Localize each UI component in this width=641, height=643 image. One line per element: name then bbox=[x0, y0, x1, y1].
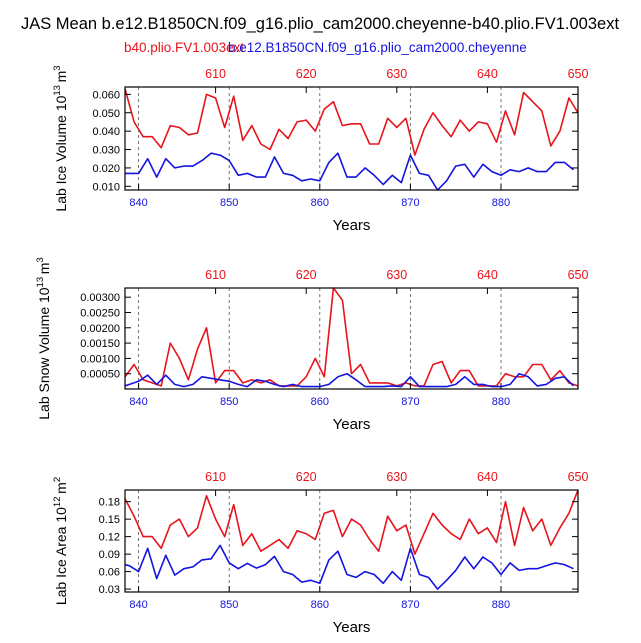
y-axis-label: Lab Ice Area 1012 m2 bbox=[52, 477, 69, 605]
chart-panel-2: 0.00050 0.00100 0.00150 0.00200 0.00250 0.003… bbox=[35, 257, 588, 433]
y-tick-label: 0.060 bbox=[92, 89, 120, 101]
y-tick-label: 0.06 bbox=[99, 567, 120, 579]
series-line-blue bbox=[124, 372, 575, 388]
legend-blue-label: b.e12.B1850CN.f09_g16.plio_cam2000.cheye… bbox=[228, 40, 527, 55]
x-tick-label-bottom: 850 bbox=[220, 197, 238, 209]
y-tick-label: 0.15 bbox=[99, 514, 120, 526]
series-line-blue bbox=[124, 544, 574, 590]
x-tick-label-top: 610 bbox=[205, 67, 226, 81]
y-axis-label: Lab Ice Volume 1013 m3 bbox=[52, 65, 69, 211]
x-tick-label-bottom: 840 bbox=[129, 396, 147, 408]
x-tick-label-bottom: 880 bbox=[492, 396, 510, 408]
x-tick-label-top: 630 bbox=[386, 268, 407, 282]
y-tick-label: 0.050 bbox=[92, 108, 120, 120]
x-tick-label-top: 650 bbox=[568, 67, 589, 81]
y-tick-label: 0.00250 bbox=[80, 307, 120, 319]
x-tick-label-top: 620 bbox=[296, 268, 317, 282]
y-tick-label: 0.00300 bbox=[80, 292, 120, 304]
x-tick-label-top: 640 bbox=[477, 470, 498, 484]
x-tick-label-bottom: 860 bbox=[311, 197, 329, 209]
x-tick-label-bottom: 880 bbox=[492, 197, 510, 209]
x-tick-label-bottom: 840 bbox=[129, 197, 147, 209]
y-tick-label: 0.12 bbox=[99, 532, 120, 544]
x-tick-label-bottom: 870 bbox=[401, 197, 419, 209]
x-tick-label-top: 630 bbox=[386, 67, 407, 81]
chart-panels: 0.010 0.020 0.030 0.040 0.050 0.060 840 850 860 8… bbox=[35, 65, 588, 636]
x-tick-label-bottom: 870 bbox=[401, 396, 419, 408]
x-tick-label-bottom: 860 bbox=[311, 599, 329, 611]
x-tick-label-bottom: 880 bbox=[492, 599, 510, 611]
x-tick-label-top: 650 bbox=[568, 268, 589, 282]
plot-frame bbox=[124, 489, 579, 593]
x-tick-label-bottom: 860 bbox=[311, 396, 329, 408]
x-tick-label-top: 610 bbox=[205, 470, 226, 484]
y-tick-label: 0.00200 bbox=[80, 323, 120, 335]
chart-panel-1: 0.010 0.020 0.030 0.040 0.050 0.060 840 850 860 8… bbox=[52, 65, 588, 234]
legend-red-label: b40.plio.FV1.003ext bbox=[124, 40, 244, 55]
y-tick-label: 0.030 bbox=[92, 145, 120, 157]
x-tick-label-bottom: 850 bbox=[220, 599, 238, 611]
y-tick-label: 0.03 bbox=[99, 584, 120, 596]
y-tick-label: 0.040 bbox=[92, 126, 120, 138]
x-tick-label-top: 640 bbox=[477, 268, 498, 282]
y-tick-label: 0.09 bbox=[99, 549, 120, 561]
series-line-red bbox=[124, 489, 579, 555]
figure-title: JAS Mean b.e12.B1850CN.f09_g16.plio_cam2… bbox=[21, 15, 619, 33]
plot-frame bbox=[124, 287, 579, 390]
x-axis-label: Years bbox=[333, 619, 371, 636]
x-tick-label-bottom: 840 bbox=[129, 599, 147, 611]
x-axis-label: Years bbox=[333, 416, 371, 433]
series-line-red bbox=[124, 88, 579, 156]
y-tick-label: 0.00150 bbox=[80, 338, 120, 350]
series-line-red bbox=[124, 287, 579, 387]
x-tick-label-bottom: 850 bbox=[220, 396, 238, 408]
x-tick-label-top: 610 bbox=[205, 268, 226, 282]
y-tick-label: 0.00050 bbox=[80, 369, 120, 381]
y-tick-label: 0.00100 bbox=[80, 353, 120, 365]
x-tick-label-top: 650 bbox=[568, 470, 589, 484]
x-tick-label-top: 620 bbox=[296, 67, 317, 81]
y-axis-label: Lab Snow Volume 1013 m3 bbox=[35, 257, 52, 420]
y-tick-label: 0.18 bbox=[99, 497, 120, 509]
y-tick-label: 0.010 bbox=[92, 181, 120, 193]
x-tick-label-top: 620 bbox=[296, 470, 317, 484]
plot-frame bbox=[124, 86, 579, 191]
x-tick-label-top: 630 bbox=[386, 470, 407, 484]
x-tick-label-bottom: 870 bbox=[401, 599, 419, 611]
x-axis-label: Years bbox=[333, 217, 371, 234]
chart-panel-3: 0.03 0.06 0.09 0.12 0.15 0.18 840 850 860 870 880 6… bbox=[52, 470, 588, 636]
series-line-blue bbox=[125, 152, 575, 191]
y-tick-label: 0.020 bbox=[92, 163, 120, 175]
x-tick-label-top: 640 bbox=[477, 67, 498, 81]
